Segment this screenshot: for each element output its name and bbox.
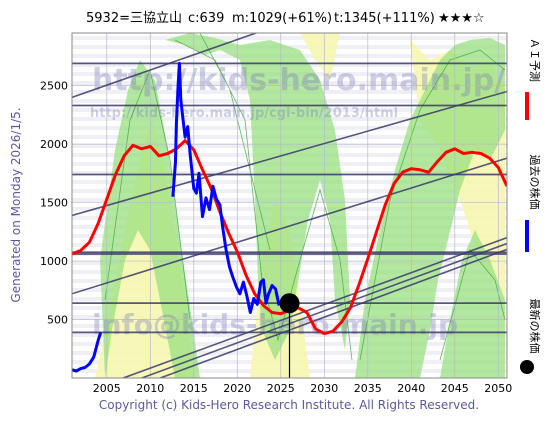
latest-price-point xyxy=(279,293,300,314)
stock-code-name: 5932=三協立山 xyxy=(86,11,182,26)
band-yellow-top xyxy=(300,33,340,80)
legend-label-latest-price: 最新の株価 xyxy=(528,299,542,354)
chart-header: 5932=三協立山 c:639 m:1029(+61%) t:1345(+111… xyxy=(86,11,485,26)
generated-label: Generated on Monday 2026/1/5. xyxy=(9,107,23,302)
y-tick-label: 1500 xyxy=(40,197,68,210)
watermark-cgi-url: http://kids-hero.main.jp/cgi-bin/2013/ht… xyxy=(90,106,398,121)
x-tick-label: 2050 xyxy=(484,382,512,395)
mid-target-label: m:1029(+61%) xyxy=(232,11,332,26)
x-tick-label: 2020 xyxy=(223,382,251,395)
x-tick-label: 2045 xyxy=(441,382,469,395)
y-tick-label: 2500 xyxy=(40,80,68,93)
x-tick-label: 2040 xyxy=(397,382,425,395)
target-label: t:1345(+111%) xyxy=(334,11,435,26)
band-green-center xyxy=(165,33,350,360)
watermark-url: http://kids-hero.main.jp/ xyxy=(92,63,505,98)
band-green-right xyxy=(355,38,505,378)
current-price-label: c:639 xyxy=(188,11,224,26)
rating-stars: ★★★☆ xyxy=(438,11,485,26)
copyright: Copyright (c) Kids-Hero Research Institu… xyxy=(99,398,479,412)
x-tick-label: 2035 xyxy=(354,382,382,395)
gridlines xyxy=(72,33,507,378)
trend-line xyxy=(72,33,259,99)
legend-label-past-price: 過去の株価 xyxy=(528,155,542,210)
y-axis: 500 1000 1500 2000 2500 xyxy=(40,80,68,327)
x-tick-label: 2025 xyxy=(267,382,295,395)
x-tick-label: 2010 xyxy=(136,382,164,395)
x-tick-label: 2005 xyxy=(93,382,121,395)
legend-label-ai-forecast: ＡＩ予測 xyxy=(528,38,542,82)
x-axis: 2005 2010 2015 2020 2025 2030 2035 2040 2045 2050 xyxy=(93,382,512,395)
watermarks: http://kids-hero.main.jp/ http://kids-he… xyxy=(90,63,505,341)
legend-swatch-latest-price xyxy=(520,360,534,374)
trend-line xyxy=(72,90,507,217)
legend: ＡＩ予測 過去の株価 最新の株価 xyxy=(520,38,542,374)
y-tick-label: 2000 xyxy=(40,138,68,151)
x-tick-label: 2015 xyxy=(180,382,208,395)
plot-area: http://kids-hero.main.jp/ http://kids-he… xyxy=(72,33,507,378)
y-tick-label: 500 xyxy=(47,314,68,327)
support-resistance-lines xyxy=(72,62,507,334)
y-tick-label: 1000 xyxy=(40,255,68,268)
series-line-past-price xyxy=(72,61,281,373)
latest-price-layer xyxy=(279,293,300,378)
x-tick-label: 2030 xyxy=(310,382,338,395)
plot-border xyxy=(71,32,508,379)
trend-line xyxy=(72,157,507,295)
